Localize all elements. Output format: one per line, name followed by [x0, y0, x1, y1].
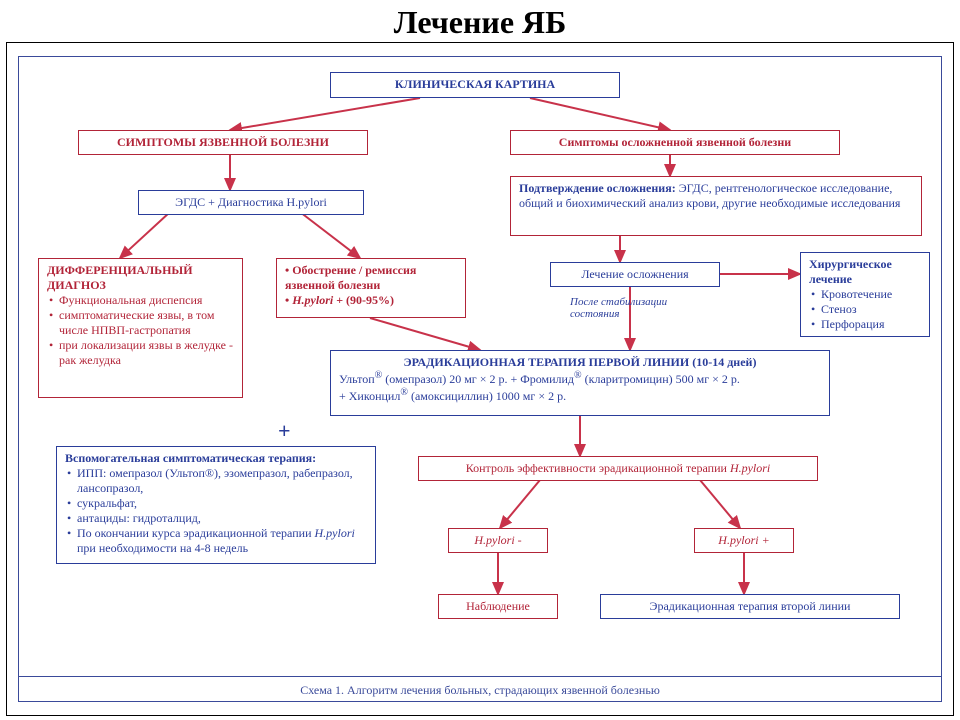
node-n_exac: • Обострение / ремиссия язвенной болезни…: [276, 258, 466, 318]
node-n_hp_neg: H.pylori -: [448, 528, 548, 553]
node-n_surg: Хирургическое лечениеКровотечениеСтенозП…: [800, 252, 930, 337]
node-n_diff: ДИФФЕРЕНЦИАЛЬНЫЙ ДИАГНОЗФункциональная д…: [38, 258, 243, 398]
node-n_aux: Вспомогательная симптоматическая терапия…: [56, 446, 376, 564]
node-n_symptoms: СИМПТОМЫ ЯЗВЕННОЙ БОЛЕЗНИ: [78, 130, 368, 155]
node-n_hp_pos: H.pylori +: [694, 528, 794, 553]
node-n_confirm: Подтверждение осложнения: ЭГДС, рентгено…: [510, 176, 922, 236]
node-n_clinical: КЛИНИЧЕСКАЯ КАРТИНА: [330, 72, 620, 98]
node-n_erad1: ЭРАДИКАЦИОННАЯ ТЕРАПИЯ ПЕРВОЙ ЛИНИИ (10-…: [330, 350, 830, 416]
node-n_observe: Наблюдение: [438, 594, 558, 619]
plus-sign: +: [278, 418, 291, 444]
node-n_egds: ЭГДС + Диагностика H.pylori: [138, 190, 364, 215]
node-n_control: Контроль эффективности эрадикационной те…: [418, 456, 818, 481]
node-n_treat_comp: Лечение осложнения: [550, 262, 720, 287]
node-n_erad2: Эрадикационная терапия второй линии: [600, 594, 900, 619]
node-n_comp_sym: Симптомы осложненной язвенной болезни: [510, 130, 840, 155]
caption: Схема 1. Алгоритм лечения больных, страд…: [18, 676, 942, 698]
flowchart-canvas: КЛИНИЧЕСКАЯ КАРТИНА СИМПТОМЫ ЯЗВЕННОЙ БОЛ…: [0, 0, 960, 720]
stabilization-note: После стабилизациисостояния: [570, 296, 667, 320]
